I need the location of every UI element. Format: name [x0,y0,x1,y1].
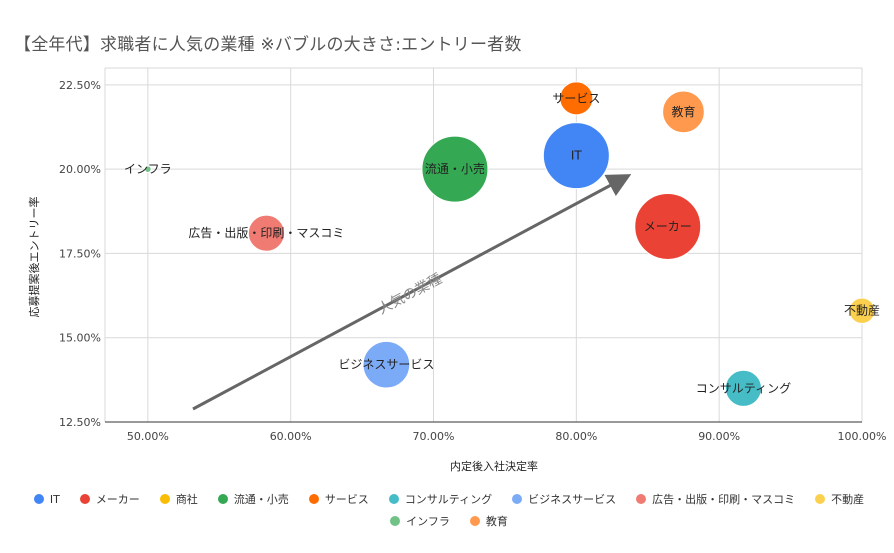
annotation-label: 人気の業種 [375,271,444,318]
legend-item[interactable]: 商社 [159,491,198,507]
bubble-label: 流通・小売 [425,161,485,176]
legend-swatch [308,494,319,504]
axis-ticks: 50.00% 60.00% 70.00% 80.00% 90.00% 100.00% 12.… [59,79,886,443]
bubble-label: 教育 [671,104,695,119]
x-tick-label: 50.00% [127,430,169,443]
bubble [634,192,702,260]
x-tick-label: 60.00% [270,430,312,443]
y-tick-label: 22.50% [59,79,101,92]
legend-label: サービス [324,493,369,506]
legend-swatch [79,494,90,504]
legend-label: 不動産 [831,493,865,506]
legend-item[interactable]: ビジネスサービス [512,491,616,507]
legend-swatch [469,516,480,526]
grid-lines [104,67,863,423]
bubble [247,214,285,252]
legend-item[interactable]: 教育 [469,513,508,529]
legend-item[interactable]: メーカー [79,491,140,507]
legend-label: コンサルティング [404,493,493,506]
y-tick-label: 17.50% [59,247,101,260]
legend-label: 広告・出版・印刷・マスコミ [652,493,796,506]
x-axis-title: 内定後入社決定率 [450,459,538,473]
bubble [662,90,705,134]
trend-arrow-line [192,174,632,411]
legend-swatch [636,494,647,504]
bubble-label: 不動産 [844,303,880,318]
bubble [724,369,763,407]
legend-label: ビジネスサービス [528,493,617,506]
legend-label: 流通・小売 [233,493,289,506]
legend-item[interactable]: IT [33,491,60,507]
bubble [559,81,594,116]
legend-item[interactable]: 広告・出版・印刷・マスコミ [636,491,795,507]
legend-swatch [815,494,826,504]
bubble-label: IT [571,149,583,163]
legend-label: 商社 [175,493,198,506]
legend-swatch [388,494,399,504]
bubble [362,340,411,389]
x-tick-label: 80.00% [555,430,597,443]
legend-swatch [390,516,401,526]
y-tick-label: 20.00% [59,163,101,176]
legend-swatch [512,494,523,504]
legend-item[interactable]: コンサルティング [388,491,493,507]
chart-title: 【全年代】求職者に人気の業種 ※バブルの大きさ:エントリー者数 [14,35,522,55]
legend-label: 教育 [485,515,508,528]
bubble-label: メーカー [644,219,692,233]
bubbles [144,81,876,407]
legend-swatch [217,494,228,504]
legend-item[interactable]: 流通・小売 [217,491,289,507]
bubble-label: 広告・出版・印刷・マスコミ [188,226,344,240]
bubble-label: サービス [552,91,600,105]
bubble-label: ビジネスサービス [338,358,434,372]
legend-swatch [33,494,44,504]
x-tick-label: 70.00% [413,430,455,443]
legend-item[interactable]: インフラ [390,513,450,529]
y-tick-label: 12.50% [59,416,101,429]
legend-label: インフラ [406,515,450,528]
bubble-label: コンサルティング [696,381,791,395]
bubble [542,122,610,190]
legend-swatch [159,494,170,504]
bubble [848,297,876,325]
bubble-label: インフラ [124,162,172,176]
legend-item[interactable]: 不動産 [815,491,864,507]
legend-item[interactable]: サービス [308,491,369,507]
x-tick-label: 100.00% [838,430,887,443]
trend-arrow: 人気の業種 [192,174,632,411]
legend: IT メーカー 商社 流通・小売 サービス コンサルティング ビジネスサービス 広告・出版・印… [18,491,880,529]
bubble [421,135,489,203]
legend-label: IT [49,492,60,506]
x-tick-label: 90.00% [698,430,740,443]
y-tick-label: 15.00% [59,332,101,345]
y-axis-title: 応募提案後エントリー率 [27,197,41,318]
legend-label: メーカー [95,493,140,506]
bubble [144,165,152,173]
